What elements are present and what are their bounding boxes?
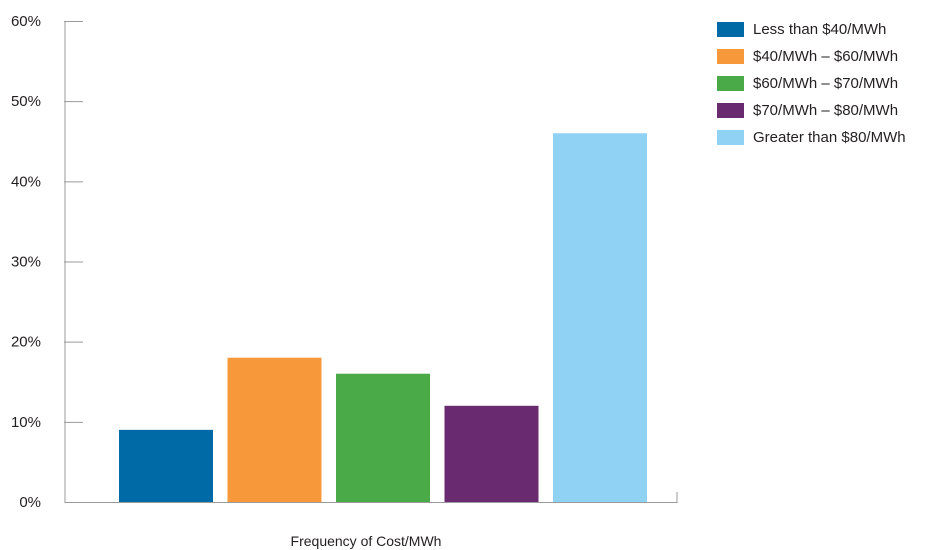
bar-5 bbox=[553, 133, 647, 502]
legend-swatch bbox=[717, 48, 744, 64]
legend-swatch bbox=[717, 75, 744, 91]
legend-swatch bbox=[717, 129, 744, 145]
bar-1 bbox=[119, 429, 213, 502]
legend-item: Less than $40/MWh bbox=[717, 20, 922, 38]
legend-swatch bbox=[717, 102, 744, 118]
y-tick-label: 20% bbox=[11, 334, 41, 351]
legend-item: $70/MWh – $80/MWh bbox=[717, 101, 922, 119]
legend-label: $40/MWh – $60/MWh bbox=[753, 47, 899, 65]
y-tick-label: 50% bbox=[11, 93, 41, 110]
legend-label: Greater than $80/MWh bbox=[753, 128, 906, 146]
legend-label: $70/MWh – $80/MWh bbox=[753, 101, 899, 119]
x-axis-title: Frequency of Cost/MWh bbox=[291, 533, 442, 549]
bar-4 bbox=[444, 405, 539, 502]
legend: Less than $40/MWh $40/MWh – $60/MWh $60/MW… bbox=[717, 20, 922, 155]
axes bbox=[64, 21, 678, 503]
y-tick-label: 60% bbox=[11, 13, 41, 30]
bar-3 bbox=[336, 373, 430, 502]
legend-item: $40/MWh – $60/MWh bbox=[717, 47, 922, 65]
bars bbox=[119, 133, 647, 502]
legend-label: Less than $40/MWh bbox=[753, 20, 887, 38]
y-tick-labels: 0% 10% 20% 30% 40% 50% 60% bbox=[11, 13, 41, 511]
y-tick-label: 30% bbox=[11, 254, 41, 271]
bar-2 bbox=[227, 357, 322, 502]
legend-swatch bbox=[717, 21, 744, 37]
y-tick-label: 0% bbox=[19, 494, 41, 511]
legend-item: $60/MWh – $70/MWh bbox=[717, 74, 922, 92]
legend-label: $60/MWh – $70/MWh bbox=[753, 74, 899, 92]
legend-item: Greater than $80/MWh bbox=[717, 128, 922, 146]
y-tick-label: 10% bbox=[11, 414, 41, 431]
y-tick-label: 40% bbox=[11, 173, 41, 190]
